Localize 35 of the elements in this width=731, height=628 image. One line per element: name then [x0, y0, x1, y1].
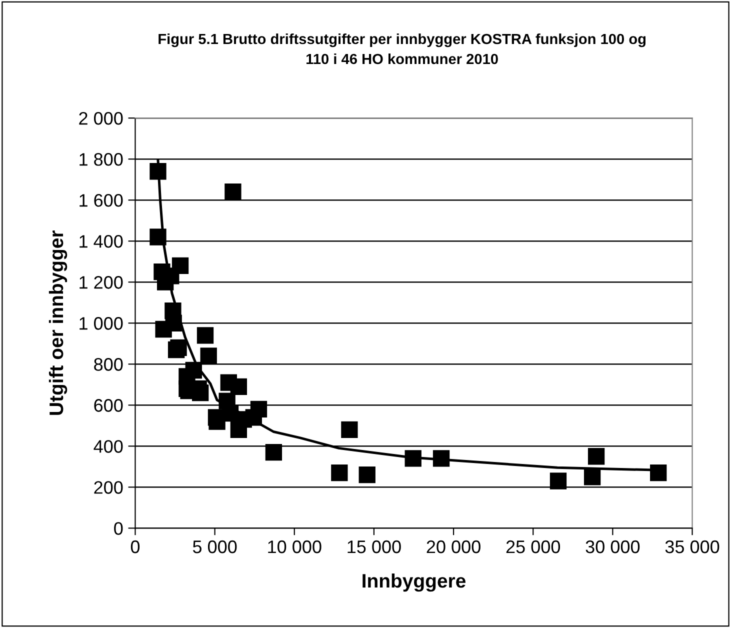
- x-tick-label: 20 000: [426, 540, 480, 554]
- point: [331, 464, 348, 482]
- y-tick-label: 800: [94, 358, 123, 371]
- point: [584, 468, 601, 486]
- y-axis-title: Utgift oer innbygger: [48, 230, 68, 415]
- x-tick-label: 5 000: [192, 540, 237, 554]
- point: [341, 421, 358, 438]
- point: [230, 378, 248, 396]
- x-tick-label: 10 000: [268, 540, 322, 554]
- y-tick-label: 400: [94, 440, 123, 453]
- y-tick-label: 1 000: [80, 317, 123, 330]
- point: [196, 327, 214, 344]
- x-axis-title: Innbyggere: [362, 573, 466, 592]
- x-tick-label: 15 000: [348, 540, 401, 554]
- y-tick-label: 1 800: [80, 153, 123, 166]
- x-tick-label: 0: [130, 540, 140, 554]
- point: [650, 464, 667, 482]
- point: [192, 384, 209, 402]
- y-tick-label: 2 000: [79, 112, 123, 125]
- point: [265, 444, 282, 461]
- chart-title: Figur 5.1 Brutto driftssutgifter per innbygger KOSTRA funksjon 100 og 110 i 46 HO kommuner 2010: [158, 33, 646, 64]
- point: [588, 448, 605, 465]
- y-tick-label: 0: [114, 522, 123, 535]
- x-tick-label: 25 000: [506, 540, 560, 554]
- point: [358, 466, 376, 484]
- x-tick-label: 30 000: [586, 540, 640, 554]
- y-tick-label: 1 200: [80, 276, 123, 289]
- x-tick-label: 35 000: [665, 540, 720, 554]
- y-tick-label: 1 400: [80, 235, 123, 248]
- point: [550, 472, 567, 490]
- y-tick-label: 600: [94, 399, 123, 412]
- point: [224, 184, 242, 200]
- y-tick-label: 1 600: [80, 194, 123, 207]
- point: [200, 348, 217, 364]
- y-tick-label: 200: [94, 481, 123, 494]
